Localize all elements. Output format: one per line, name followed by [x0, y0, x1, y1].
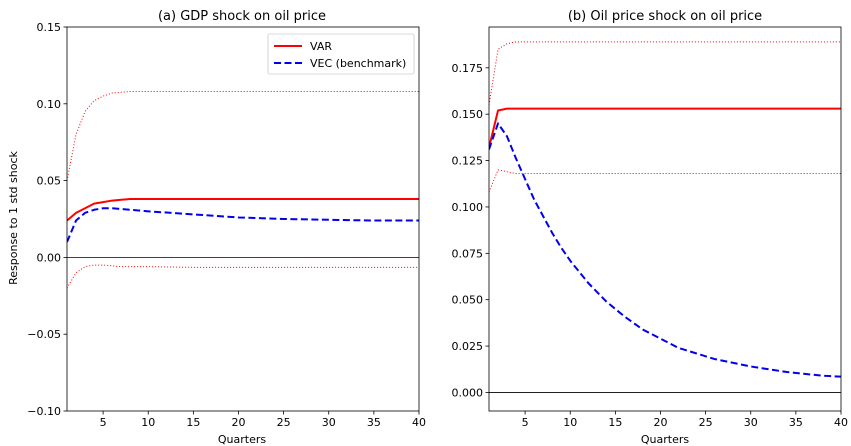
y-tick-label: −0.10: [27, 405, 61, 418]
y-tick-label: 0.000: [452, 386, 484, 399]
chart-title: (a) GDP shock on oil price: [158, 9, 326, 24]
y-tick-label: 0.025: [452, 340, 484, 353]
y-tick-label: 0.050: [452, 294, 484, 307]
x-tick-label: 35: [367, 416, 381, 429]
series-line-solid: [489, 107, 841, 148]
chart-oil-shock: (b) Oil price shock on oil price Quarter…: [452, 9, 849, 446]
series-line-dashed: [67, 207, 419, 243]
series-line-dotted: [67, 264, 419, 289]
plot-frame: [488, 26, 842, 412]
legend-label: VAR: [310, 40, 332, 53]
y-tick-label: 0.150: [452, 108, 484, 121]
series-line-dotted: [67, 91, 419, 181]
legend-box: [267, 33, 415, 75]
y-tick-label: 0.05: [37, 175, 62, 188]
x-tick-label: 30: [322, 416, 336, 429]
series-line-solid: [67, 198, 419, 222]
legend: VAR VEC (benchmark): [267, 33, 415, 75]
legend-label: VEC (benchmark): [310, 57, 406, 70]
chart-gdp-shock: (a) GDP shock on oil price Quarters Resp…: [7, 9, 426, 446]
chart-title: (b) Oil price shock on oil price: [568, 9, 762, 24]
x-tick-label: 20: [231, 416, 245, 429]
x-tick-label: 40: [834, 416, 848, 429]
plot-frame: [66, 26, 420, 412]
x-tick-label: 15: [186, 416, 200, 429]
x-tick-label: 5: [100, 416, 107, 429]
x-tick-label: 10: [563, 416, 577, 429]
y-tick-label: 0.00: [37, 251, 62, 264]
series-line-dashed: [489, 122, 841, 378]
x-axis-label: Quarters: [641, 433, 689, 446]
y-tick-label: 0.175: [452, 62, 484, 75]
y-tick-label: 0.15: [37, 21, 62, 34]
x-tick-label: 30: [744, 416, 758, 429]
x-tick-label: 10: [141, 416, 155, 429]
x-tick-label: 25: [699, 416, 713, 429]
y-tick-label: 0.075: [452, 247, 484, 260]
x-tick-label: 15: [608, 416, 622, 429]
y-tick-label: 0.125: [452, 155, 484, 168]
x-tick-label: 35: [789, 416, 803, 429]
y-tick-label: 0.10: [37, 98, 62, 111]
x-tick-label: 25: [277, 416, 291, 429]
y-tick-label: −0.05: [27, 328, 61, 341]
y-axis-label: Response to 1 std shock: [7, 151, 20, 285]
x-axis-label: Quarters: [218, 433, 266, 446]
series-line-dotted: [489, 41, 841, 105]
x-tick-label: 5: [522, 416, 529, 429]
y-tick-label: 0.100: [452, 201, 484, 214]
series-line-dotted: [489, 169, 841, 193]
x-tick-label: 40: [412, 416, 426, 429]
x-tick-label: 20: [653, 416, 667, 429]
